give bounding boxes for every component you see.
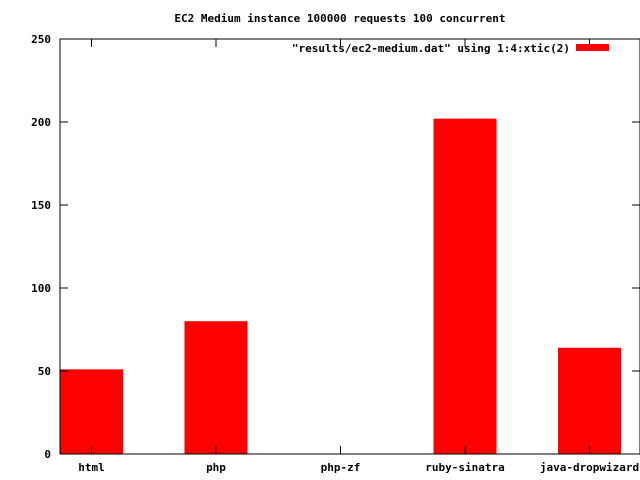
y-tick-label-1: 50 [38,365,51,378]
x-tick-label-java-dropwizard: java-dropwizard [540,461,639,474]
y-tick-label-0: 0 [44,448,51,461]
x-axis-ticks: html php php-zf ruby-sinatra java-dropwizard [78,39,639,474]
x-tick-label-php-zf: php-zf [321,461,361,474]
legend-label: "results/ec2-medium.dat" using 1:4:xtic(… [292,42,570,55]
y-axis-ticks: 0 50 100 150 200 250 [31,33,640,461]
legend-swatch [576,44,609,51]
y-tick-label-2: 100 [31,282,51,295]
y-tick-label-3: 150 [31,199,51,212]
x-tick-label-html: html [78,461,105,474]
bar-java-dropwizard [558,347,621,454]
legend: "results/ec2-medium.dat" using 1:4:xtic(… [292,42,609,55]
bar-php [184,321,248,454]
chart-title: EC2 Medium instance 100000 requests 100 … [174,12,505,25]
y-tick-label-5: 250 [31,33,51,46]
plot-frame [59,38,640,455]
bar-html [60,369,123,454]
x-tick-label-php: php [206,461,226,474]
y-tick-label-4: 200 [31,116,51,129]
bars-group [60,118,621,455]
x-tick-label-ruby-sinatra: ruby-sinatra [425,461,504,474]
bar-ruby-sinatra [433,118,497,455]
